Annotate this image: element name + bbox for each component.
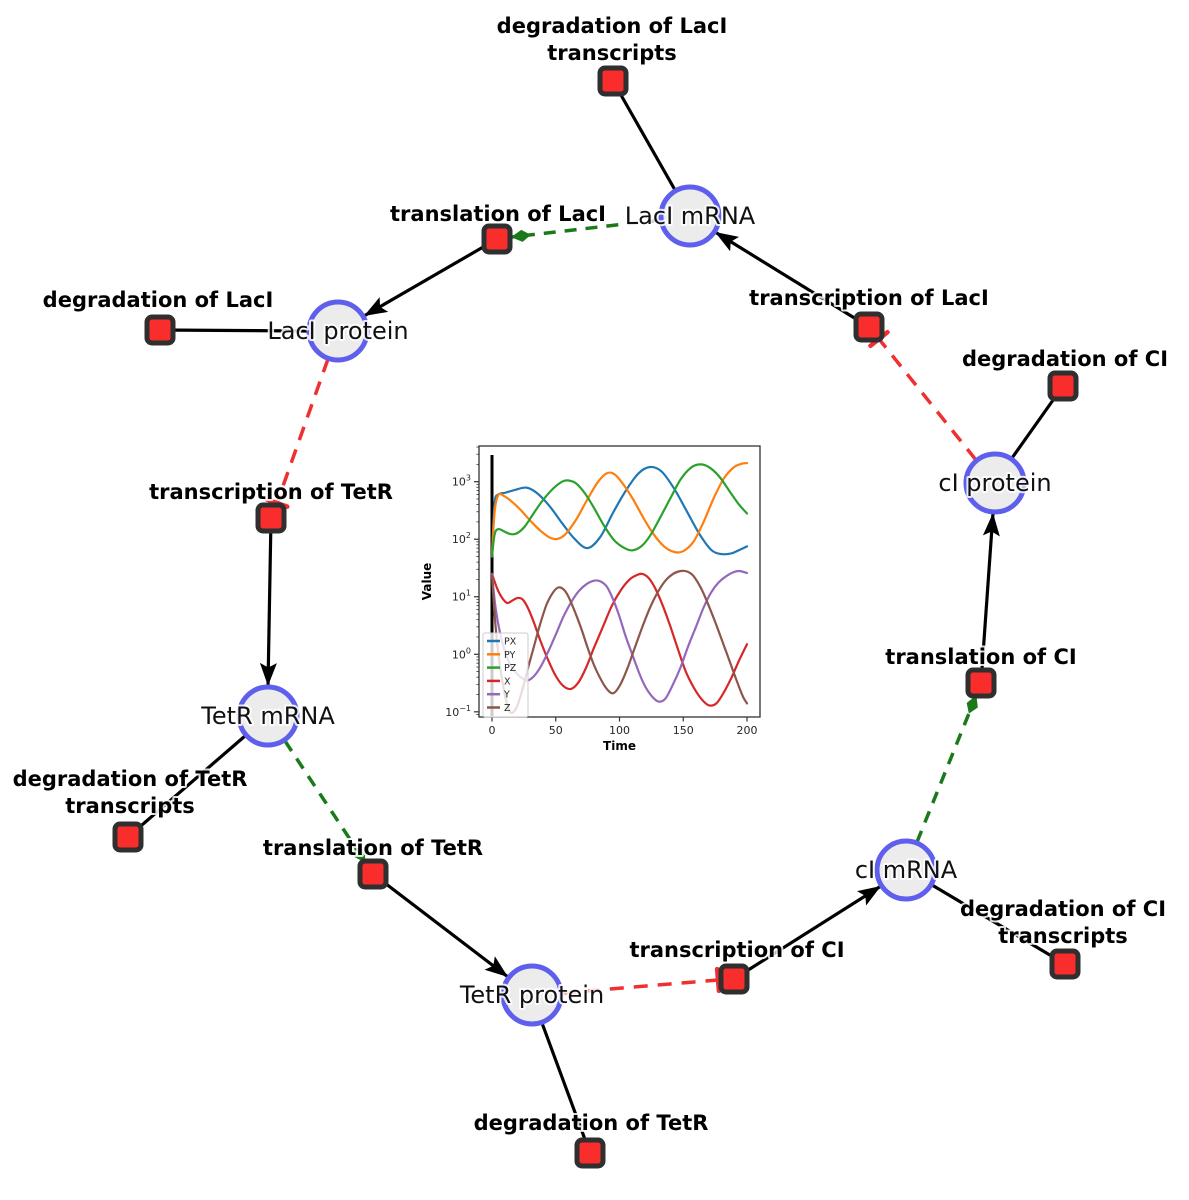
species-node-laci-mrna [658, 184, 722, 248]
edge-laci-mrna-to-deg-transcripts [611, 80, 677, 191]
reaction-label-degradation-laci: degradation of LacI [43, 288, 274, 312]
edge-tetr-protein-inhibits-ci-transcription [561, 980, 718, 995]
species-node-tetr-mrna [236, 684, 300, 748]
reaction-label-transcription-laci: transcription of LacI [749, 286, 989, 310]
species-label-laci-protein: LacI protein [267, 317, 408, 345]
reaction-node-degradation-tetr [574, 1137, 606, 1169]
reaction-node-degradation-ci [1047, 370, 1079, 402]
series-curve-px [490, 465, 749, 558]
reaction-node-transcription-tetr [255, 502, 287, 534]
inset-simulation-plot: 0 50 100 150 20010−1100101102103TimeValuePXP… [420, 445, 761, 753]
edge-translation-ci-to-protein [979, 512, 1000, 684]
edge-transcription-tetr-to-mrna [259, 517, 277, 687]
legend-label-px: PX [504, 637, 517, 648]
reaction-label-degradation-ci-transcripts-line1: degradation of CI [960, 897, 1166, 921]
edge-laci-protein-to-deg [159, 328, 309, 333]
reaction-node-degradation-laci [144, 314, 176, 346]
series-curve-py [490, 462, 749, 558]
reaction-label-degradation-tetr-transcripts-line1: degradation of TetR [13, 767, 248, 791]
reaction-label-degradation-ci-transcripts-line2: transcripts [998, 924, 1128, 948]
species-label-tetr-mrna: TetR mRNA [200, 702, 335, 730]
y-tick-exponent: 3 [466, 474, 471, 483]
y-tick-exponent: −1 [459, 704, 471, 713]
reaction-node-translation-ci [965, 667, 997, 699]
species-node-ci-protein [963, 451, 1027, 515]
labels-layer: LacI mRNA LacI protein TetR mRNA TetR prote… [11, 12, 1170, 1137]
edge-translation-tetr-to-protein [372, 872, 509, 979]
reaction-node-translation-tetr [357, 858, 389, 890]
edge-tetr-mrna-modifies-translation [283, 740, 367, 863]
edge-translation-laci-to-protein [363, 237, 498, 318]
y-tick-label: 103 [452, 474, 471, 489]
edge-ci-mrna-modifies-translation [915, 695, 978, 843]
species-label-ci-mrna: cI mRNA [855, 856, 958, 884]
legend-label-x: X [504, 676, 511, 687]
reaction-label-degradation-tetr-transcripts-line2: transcripts [65, 794, 195, 818]
reaction-label-translation-tetr: translation of TetR [263, 836, 483, 860]
reaction-label-degradation-laci-transcripts-line2: transcripts [547, 41, 677, 65]
reaction-node-transcription-ci [718, 963, 750, 995]
reaction-label-degradation-tetr: degradation of TetR [474, 1111, 709, 1135]
species-node-ci-mrna [874, 838, 938, 902]
species-label-laci-mrna: LacI mRNA [625, 202, 756, 230]
species-label-ci-protein: cI protein [938, 469, 1051, 497]
edges-layer [126, 80, 1066, 1154]
edge-tetr-mrna-to-deg-transcripts [126, 734, 247, 839]
x-tick-label: 0 [489, 724, 496, 737]
legend-label-y: Y [503, 690, 510, 701]
y-tick-exponent: 0 [466, 646, 471, 655]
reaction-label-transcription-ci: transcription of CI [629, 938, 844, 962]
edge-transcription-ci-to-mrna [733, 884, 882, 981]
legend-label-py: PY [504, 650, 516, 661]
x-tick-label: 200 [736, 724, 757, 737]
reaction-label-degradation-laci-transcripts-line1: degradation of LacI [497, 14, 728, 38]
x-tick-label: 50 [549, 724, 563, 737]
x-axis-label: Time [603, 739, 636, 753]
y-tick-label: 100 [452, 646, 471, 661]
y-tick-label: 102 [452, 531, 471, 546]
edge-ci-mrna-to-deg-transcripts [931, 883, 1066, 966]
edge-transcription-laci-to-mrna [714, 230, 870, 329]
reaction-node-degradation-laci-transcripts [597, 65, 629, 97]
reaction-node-transcription-laci [853, 311, 885, 343]
x-tick-label: 150 [673, 724, 694, 737]
reaction-label-translation-laci: translation of LacI [390, 202, 606, 226]
species-node-tetr-protein [500, 963, 564, 1027]
species-node-laci-protein [306, 299, 370, 363]
reaction-node-degradation-ci-transcripts [1049, 948, 1081, 980]
edge-ci-protein-inhibits-laci-transcription [879, 339, 978, 462]
reaction-node-degradation-tetr-transcripts [112, 821, 144, 853]
y-tick-label: 101 [452, 589, 471, 604]
series-curve-x [490, 572, 749, 707]
edge-tetr-protein-to-deg [540, 1022, 592, 1154]
y-tick-label: 10−1 [445, 704, 471, 719]
legend-label-pz: PZ [504, 663, 517, 674]
legend-label-z: Z [504, 703, 511, 714]
reaction-label-degradation-ci: degradation of CI [962, 347, 1168, 371]
species-label-tetr-protein: TetR protein [459, 981, 604, 1009]
reaction-node-translation-laci [481, 223, 513, 255]
series-curve-pz [490, 463, 749, 558]
reaction-label-transcription-tetr: transcription of TetR [149, 480, 393, 504]
reaction-label-translation-ci: translation of CI [885, 645, 1076, 669]
edge-laci-mrna-modifies-translation [511, 218, 661, 242]
y-axis-label: Value [420, 563, 434, 601]
edge-laci-protein-inhibits-tetr-transcription [277, 358, 330, 503]
y-tick-exponent: 1 [466, 589, 471, 598]
nodes-layer [112, 65, 1081, 1169]
y-tick-exponent: 2 [466, 531, 471, 540]
x-tick-label: 100 [609, 724, 630, 737]
